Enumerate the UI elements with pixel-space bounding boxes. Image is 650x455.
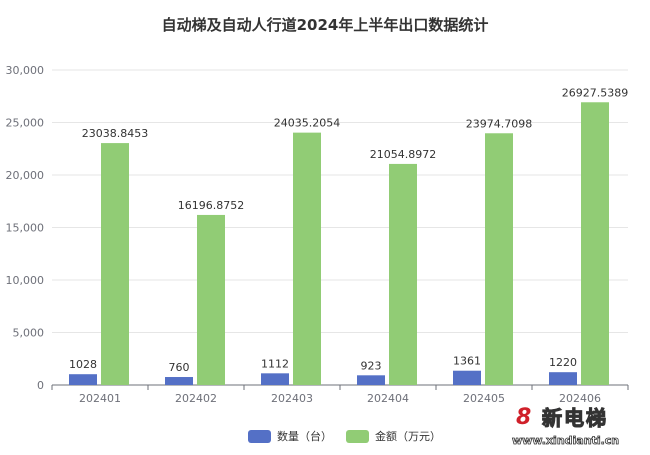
bar-quantity bbox=[357, 375, 385, 385]
watermark-logo: 8 bbox=[516, 405, 532, 430]
bar-quantity bbox=[453, 370, 481, 385]
data-label: 23974.7098 bbox=[466, 117, 532, 130]
x-tick-label: 202406 bbox=[559, 392, 601, 405]
y-tick-label: 5,000 bbox=[13, 327, 45, 340]
bar-amount bbox=[101, 143, 129, 385]
bar-amount bbox=[293, 132, 321, 385]
bar-quantity bbox=[69, 374, 97, 385]
data-label: 1112 bbox=[261, 357, 289, 370]
legend-item-amount[interactable]: 金额（万元） bbox=[346, 428, 441, 444]
y-tick-label: 25,000 bbox=[6, 117, 45, 130]
y-tick-label: 0 bbox=[37, 379, 44, 392]
legend-swatch-amount bbox=[346, 429, 369, 443]
x-tick-label: 202403 bbox=[271, 392, 313, 405]
data-label: 26927.5389 bbox=[562, 86, 628, 99]
data-label: 1028 bbox=[69, 358, 97, 371]
bar-quantity bbox=[261, 373, 289, 385]
data-label: 16196.8752 bbox=[178, 199, 244, 212]
watermark: 8 新电梯 www.xindianti.cn bbox=[512, 405, 648, 454]
bar-amount bbox=[197, 214, 225, 385]
watermark-name: 新电梯 bbox=[541, 405, 608, 430]
bar-amount bbox=[389, 163, 417, 385]
watermark-url: www.xindianti.cn bbox=[512, 434, 620, 448]
legend-label-quantity: 数量（台） bbox=[277, 430, 332, 443]
y-tick-label: 30,000 bbox=[6, 64, 45, 77]
data-label: 760 bbox=[169, 361, 190, 374]
x-tick-label: 202402 bbox=[175, 392, 217, 405]
data-label: 21054.8972 bbox=[370, 148, 436, 161]
x-tick-label: 202401 bbox=[79, 392, 121, 405]
legend-item-quantity[interactable]: 数量（台） bbox=[248, 428, 332, 444]
y-tick-label: 10,000 bbox=[6, 274, 45, 287]
bar-amount bbox=[581, 102, 609, 386]
x-tick-label: 202405 bbox=[463, 392, 505, 405]
bar-quantity bbox=[165, 377, 193, 385]
data-label: 24035.2054 bbox=[274, 117, 340, 130]
y-tick-label: 15,000 bbox=[6, 222, 45, 235]
bar-quantity bbox=[549, 372, 577, 385]
legend-swatch-quantity bbox=[248, 429, 271, 443]
y-tick-label: 20,000 bbox=[6, 169, 45, 182]
data-label: 923 bbox=[361, 359, 382, 372]
legend-label-amount: 金额（万元） bbox=[375, 430, 441, 443]
x-tick-label: 202404 bbox=[367, 392, 409, 405]
legend: 数量（台） 金额（万元） bbox=[248, 428, 441, 444]
data-label: 1220 bbox=[549, 356, 577, 369]
bar-amount bbox=[485, 133, 513, 385]
data-label: 23038.8453 bbox=[82, 127, 148, 140]
data-label: 1361 bbox=[453, 355, 481, 368]
chart-title: 自动梯及自动人行道2024年上半年出口数据统计 bbox=[161, 16, 489, 34]
